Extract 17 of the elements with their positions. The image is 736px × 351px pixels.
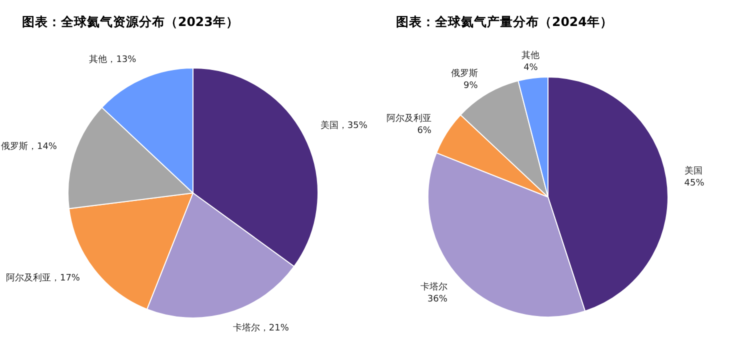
- slice-label: 其他: [522, 50, 540, 62]
- data-label: 9%: [463, 81, 478, 92]
- slice-label: 美国，35%: [320, 120, 368, 132]
- slice-label: 俄罗斯，14%: [0, 140, 58, 152]
- slice-label: 其他，13%: [89, 54, 137, 65]
- slice-label: 俄罗斯: [450, 68, 478, 80]
- slice-label: 卡塔尔，21%: [232, 322, 290, 334]
- data-label: 6%: [417, 126, 432, 136]
- slice-label: 阿尔及利亚，17%: [6, 272, 80, 284]
- slice-label: 阿尔及利亚: [386, 113, 432, 124]
- chart-title: 图表：全球氦气资源分布（2023年）: [22, 14, 239, 29]
- data-label: 36%: [427, 294, 448, 304]
- slice-label: 卡塔尔: [420, 281, 448, 292]
- data-label: 4%: [524, 63, 538, 74]
- data-label: 45%: [684, 178, 705, 188]
- slice-label: 美国: [684, 165, 702, 176]
- chart-title: 图表：全球氦气产量分布（2024年）: [396, 14, 613, 29]
